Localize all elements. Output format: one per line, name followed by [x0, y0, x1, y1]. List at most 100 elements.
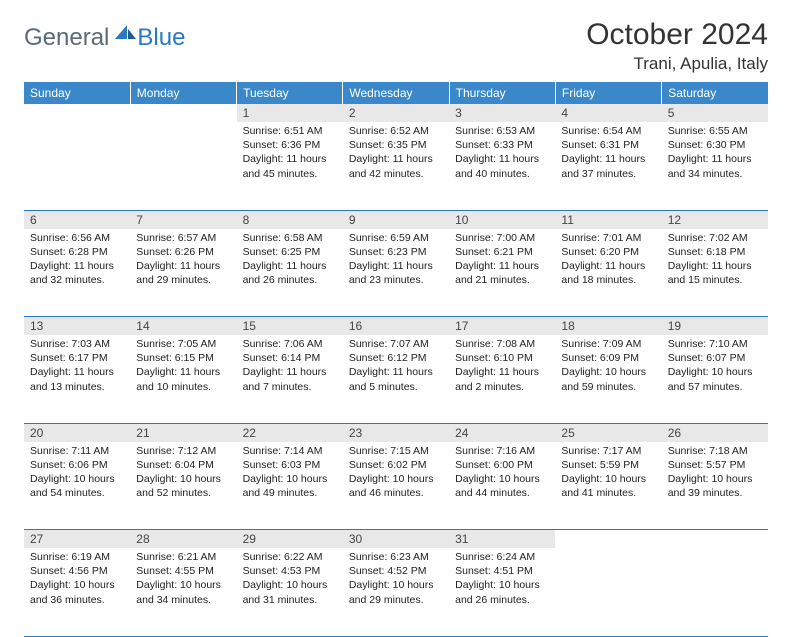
- day-number-cell: 15: [237, 317, 343, 336]
- day-detail: Sunrise: 6:19 AMSunset: 4:56 PMDaylight:…: [24, 548, 130, 613]
- day-number-cell: 30: [343, 530, 449, 549]
- logo-text-blue: Blue: [137, 24, 185, 52]
- day-cell: Sunrise: 7:16 AMSunset: 6:00 PMDaylight:…: [449, 442, 555, 530]
- calendar-page: General Blue October 2024 Trani, Apulia,…: [0, 0, 792, 637]
- day-detail: Sunrise: 7:12 AMSunset: 6:04 PMDaylight:…: [130, 442, 236, 507]
- day-detail: Sunrise: 7:06 AMSunset: 6:14 PMDaylight:…: [237, 335, 343, 400]
- day-cell: Sunrise: 6:51 AMSunset: 6:36 PMDaylight:…: [237, 122, 343, 210]
- day-number-cell: 17: [449, 317, 555, 336]
- logo-text-general: General: [24, 24, 109, 52]
- day-detail: Sunrise: 6:24 AMSunset: 4:51 PMDaylight:…: [449, 548, 555, 613]
- daynum-row: 13141516171819: [24, 317, 768, 336]
- week-row: Sunrise: 6:56 AMSunset: 6:28 PMDaylight:…: [24, 229, 768, 317]
- day-detail: Sunrise: 7:14 AMSunset: 6:03 PMDaylight:…: [237, 442, 343, 507]
- day-cell: Sunrise: 7:18 AMSunset: 5:57 PMDaylight:…: [662, 442, 768, 530]
- daynum-row: 12345: [24, 104, 768, 122]
- day-header: Monday: [130, 82, 236, 104]
- day-detail: Sunrise: 6:53 AMSunset: 6:33 PMDaylight:…: [449, 122, 555, 187]
- week-row: Sunrise: 7:11 AMSunset: 6:06 PMDaylight:…: [24, 442, 768, 530]
- day-number-cell: 9: [343, 210, 449, 229]
- day-header-row: SundayMondayTuesdayWednesdayThursdayFrid…: [24, 82, 768, 104]
- day-cell: Sunrise: 6:56 AMSunset: 6:28 PMDaylight:…: [24, 229, 130, 317]
- day-detail: Sunrise: 7:09 AMSunset: 6:09 PMDaylight:…: [555, 335, 661, 400]
- day-cell: Sunrise: 7:10 AMSunset: 6:07 PMDaylight:…: [662, 335, 768, 423]
- day-number-cell: 12: [662, 210, 768, 229]
- day-cell: Sunrise: 7:03 AMSunset: 6:17 PMDaylight:…: [24, 335, 130, 423]
- day-cell: Sunrise: 6:54 AMSunset: 6:31 PMDaylight:…: [555, 122, 661, 210]
- day-detail: Sunrise: 7:07 AMSunset: 6:12 PMDaylight:…: [343, 335, 449, 400]
- day-cell: [130, 122, 236, 210]
- day-detail: Sunrise: 7:05 AMSunset: 6:15 PMDaylight:…: [130, 335, 236, 400]
- day-number-cell: 16: [343, 317, 449, 336]
- daynum-row: 20212223242526: [24, 423, 768, 442]
- day-number-cell: 28: [130, 530, 236, 549]
- day-cell: Sunrise: 7:11 AMSunset: 6:06 PMDaylight:…: [24, 442, 130, 530]
- day-cell: Sunrise: 6:21 AMSunset: 4:55 PMDaylight:…: [130, 548, 236, 636]
- day-cell: [555, 548, 661, 636]
- day-number-cell: 11: [555, 210, 661, 229]
- day-number-cell: 14: [130, 317, 236, 336]
- day-cell: Sunrise: 6:57 AMSunset: 6:26 PMDaylight:…: [130, 229, 236, 317]
- month-title: October 2024: [586, 18, 768, 52]
- day-cell: Sunrise: 6:53 AMSunset: 6:33 PMDaylight:…: [449, 122, 555, 210]
- day-cell: Sunrise: 7:02 AMSunset: 6:18 PMDaylight:…: [662, 229, 768, 317]
- day-detail: Sunrise: 7:02 AMSunset: 6:18 PMDaylight:…: [662, 229, 768, 294]
- day-cell: Sunrise: 6:55 AMSunset: 6:30 PMDaylight:…: [662, 122, 768, 210]
- day-header: Saturday: [662, 82, 768, 104]
- day-cell: Sunrise: 7:17 AMSunset: 5:59 PMDaylight:…: [555, 442, 661, 530]
- day-detail: Sunrise: 6:54 AMSunset: 6:31 PMDaylight:…: [555, 122, 661, 187]
- day-cell: Sunrise: 7:00 AMSunset: 6:21 PMDaylight:…: [449, 229, 555, 317]
- week-row: Sunrise: 6:19 AMSunset: 4:56 PMDaylight:…: [24, 548, 768, 636]
- day-number-cell: 21: [130, 423, 236, 442]
- day-detail: Sunrise: 7:17 AMSunset: 5:59 PMDaylight:…: [555, 442, 661, 507]
- day-detail: Sunrise: 6:22 AMSunset: 4:53 PMDaylight:…: [237, 548, 343, 613]
- day-cell: [662, 548, 768, 636]
- day-number-cell: 1: [237, 104, 343, 122]
- day-number-cell: 19: [662, 317, 768, 336]
- day-detail: Sunrise: 7:10 AMSunset: 6:07 PMDaylight:…: [662, 335, 768, 400]
- day-detail: Sunrise: 7:03 AMSunset: 6:17 PMDaylight:…: [24, 335, 130, 400]
- day-number-cell: [24, 104, 130, 122]
- logo: General Blue: [24, 18, 185, 52]
- day-cell: Sunrise: 6:58 AMSunset: 6:25 PMDaylight:…: [237, 229, 343, 317]
- day-detail: Sunrise: 6:55 AMSunset: 6:30 PMDaylight:…: [662, 122, 768, 187]
- location: Trani, Apulia, Italy: [586, 54, 768, 74]
- day-number-cell: 26: [662, 423, 768, 442]
- day-detail: Sunrise: 7:15 AMSunset: 6:02 PMDaylight:…: [343, 442, 449, 507]
- day-number-cell: [662, 530, 768, 549]
- day-number-cell: 6: [24, 210, 130, 229]
- day-number-cell: 27: [24, 530, 130, 549]
- day-detail: Sunrise: 6:59 AMSunset: 6:23 PMDaylight:…: [343, 229, 449, 294]
- day-cell: Sunrise: 7:07 AMSunset: 6:12 PMDaylight:…: [343, 335, 449, 423]
- day-number-cell: 10: [449, 210, 555, 229]
- day-detail: Sunrise: 7:16 AMSunset: 6:00 PMDaylight:…: [449, 442, 555, 507]
- day-number-cell: 23: [343, 423, 449, 442]
- day-cell: [24, 122, 130, 210]
- day-detail: Sunrise: 7:00 AMSunset: 6:21 PMDaylight:…: [449, 229, 555, 294]
- day-detail: Sunrise: 6:52 AMSunset: 6:35 PMDaylight:…: [343, 122, 449, 187]
- day-number-cell: 5: [662, 104, 768, 122]
- logo-sail-icon: [113, 23, 137, 41]
- day-cell: Sunrise: 6:23 AMSunset: 4:52 PMDaylight:…: [343, 548, 449, 636]
- day-detail: Sunrise: 7:01 AMSunset: 6:20 PMDaylight:…: [555, 229, 661, 294]
- day-cell: Sunrise: 6:19 AMSunset: 4:56 PMDaylight:…: [24, 548, 130, 636]
- day-number-cell: [130, 104, 236, 122]
- day-detail: Sunrise: 6:51 AMSunset: 6:36 PMDaylight:…: [237, 122, 343, 187]
- day-number-cell: 25: [555, 423, 661, 442]
- day-cell: Sunrise: 6:52 AMSunset: 6:35 PMDaylight:…: [343, 122, 449, 210]
- day-number-cell: 13: [24, 317, 130, 336]
- day-header: Thursday: [449, 82, 555, 104]
- day-number-cell: 2: [343, 104, 449, 122]
- day-number-cell: 3: [449, 104, 555, 122]
- day-number-cell: [555, 530, 661, 549]
- day-detail: Sunrise: 7:11 AMSunset: 6:06 PMDaylight:…: [24, 442, 130, 507]
- day-header: Wednesday: [343, 82, 449, 104]
- calendar-table: SundayMondayTuesdayWednesdayThursdayFrid…: [24, 82, 768, 637]
- day-header: Sunday: [24, 82, 130, 104]
- day-detail: Sunrise: 6:58 AMSunset: 6:25 PMDaylight:…: [237, 229, 343, 294]
- day-cell: Sunrise: 7:15 AMSunset: 6:02 PMDaylight:…: [343, 442, 449, 530]
- day-number-cell: 4: [555, 104, 661, 122]
- day-header: Tuesday: [237, 82, 343, 104]
- day-cell: Sunrise: 7:14 AMSunset: 6:03 PMDaylight:…: [237, 442, 343, 530]
- day-cell: Sunrise: 6:22 AMSunset: 4:53 PMDaylight:…: [237, 548, 343, 636]
